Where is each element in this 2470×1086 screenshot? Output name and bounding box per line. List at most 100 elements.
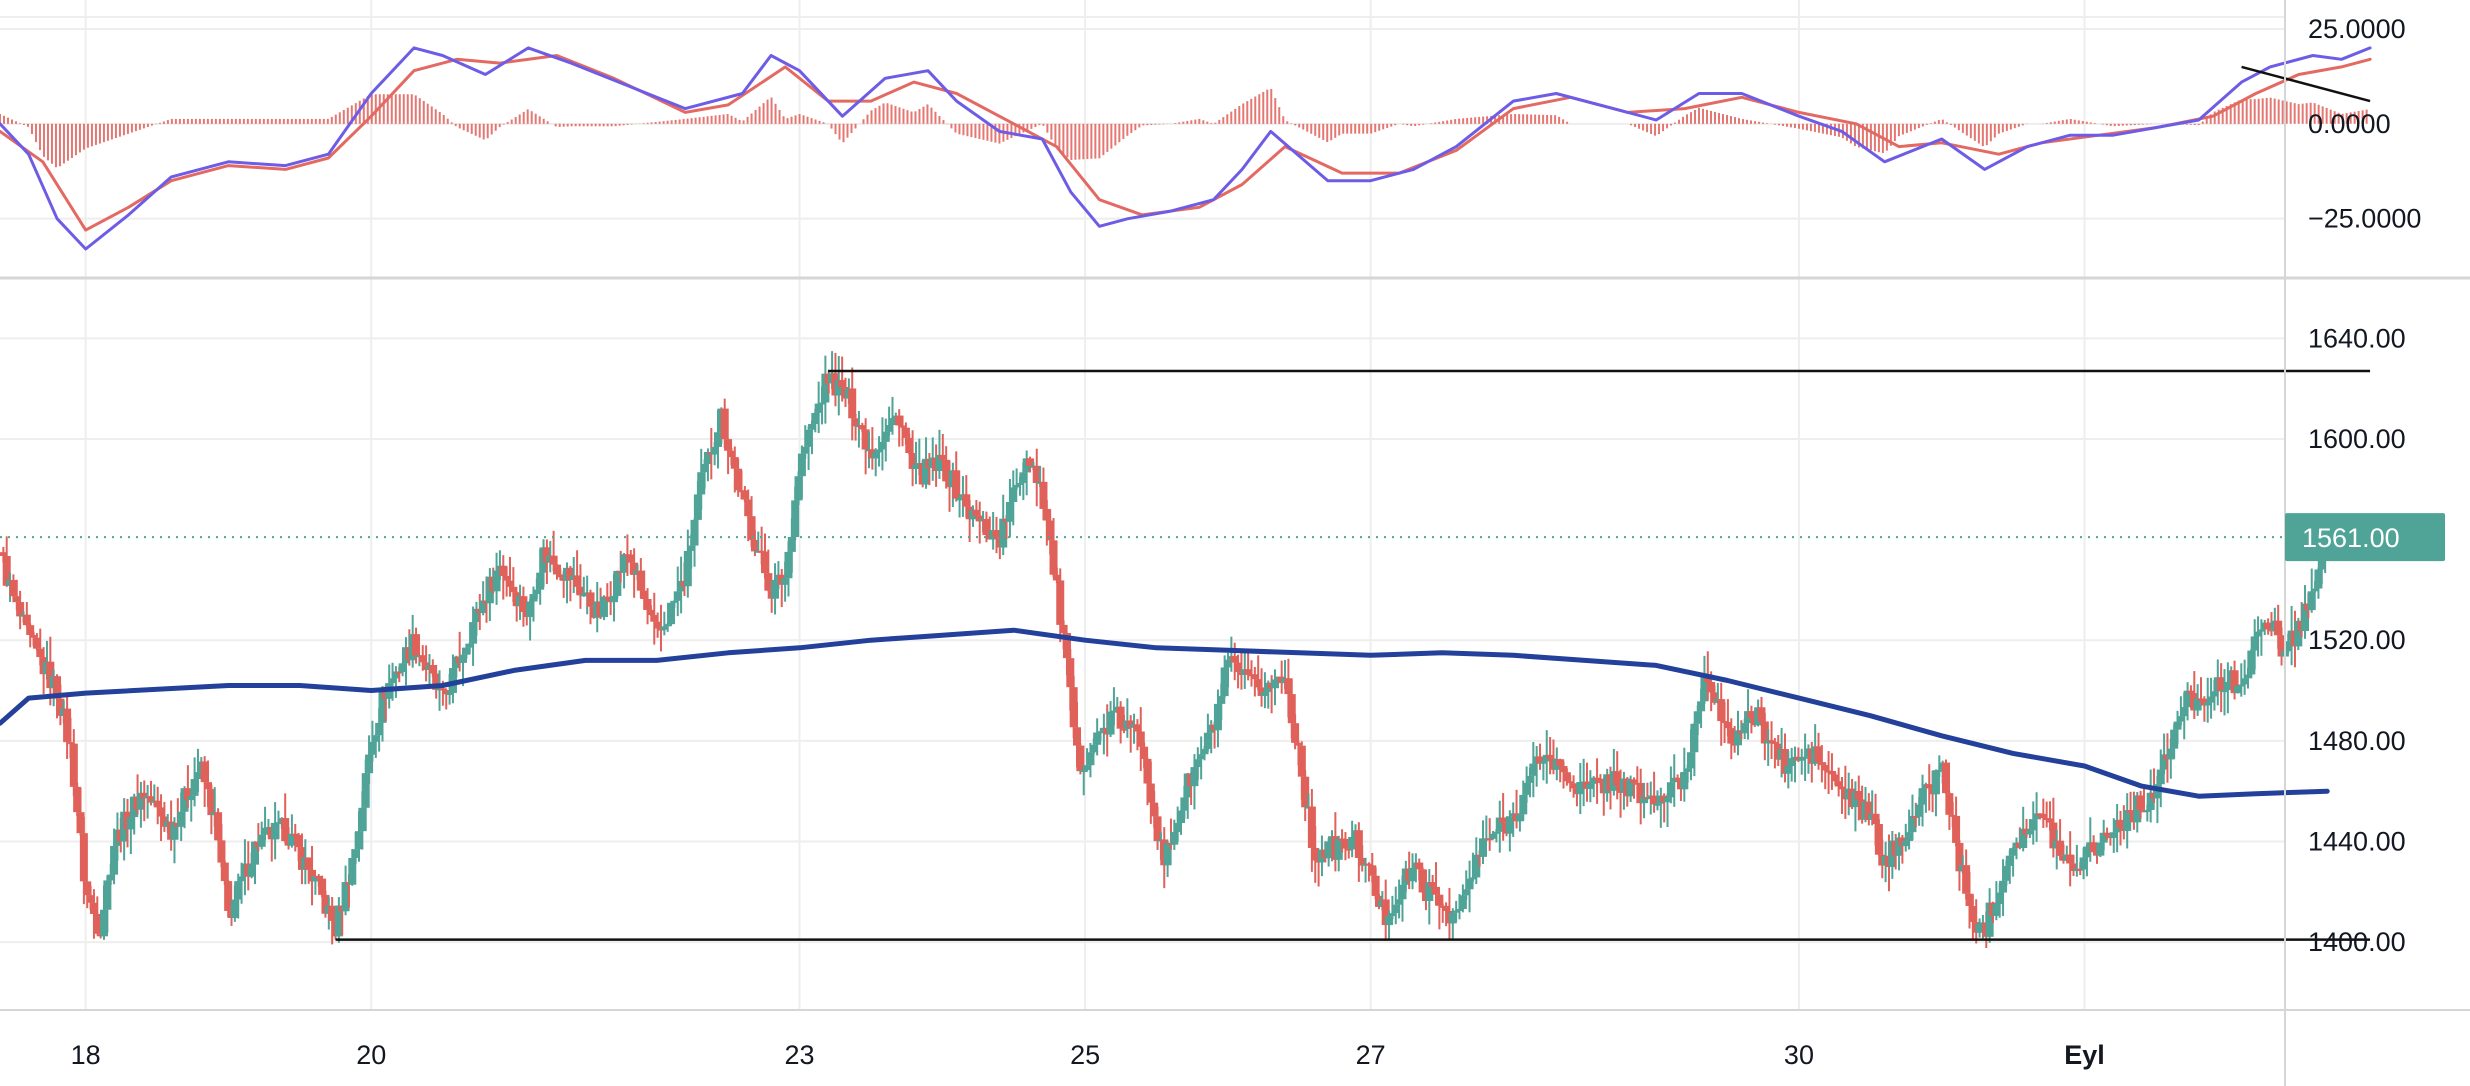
candle-body: [234, 881, 243, 900]
candle-body: [1260, 691, 1269, 696]
candle-body: [1230, 656, 1239, 663]
candle-body: [73, 786, 82, 813]
candle-body: [1539, 761, 1548, 764]
candle-body: [1499, 817, 1508, 823]
candle-body: [1200, 748, 1209, 755]
candle-body: [157, 807, 166, 817]
candle-body: [613, 570, 622, 596]
macd-trendline[interactable]: [2241, 65, 2371, 103]
candle-body: [12, 596, 21, 603]
candle-body: [2025, 830, 2034, 835]
candle-body: [1324, 841, 1333, 859]
candle-body: [982, 519, 991, 536]
candle-body: [821, 373, 830, 403]
candle-body: [1358, 857, 1367, 866]
candle-body: [281, 818, 290, 842]
candle-body: [1556, 759, 1565, 767]
candle-body: [794, 476, 803, 501]
candle-body: [834, 380, 843, 396]
candle-body: [1046, 520, 1055, 541]
candle-body: [1076, 745, 1085, 772]
candle-body: [942, 459, 951, 482]
macd-line: [0, 46, 2372, 251]
candle-body: [646, 609, 655, 616]
candle-body: [1999, 880, 2008, 893]
macd-y-tick-label: 0.0000: [2308, 109, 2391, 139]
candle-body: [1629, 779, 1638, 783]
candle-body: [1297, 745, 1306, 777]
candle-body: [1478, 838, 1487, 857]
candle-body: [86, 895, 95, 903]
candle-body: [992, 530, 1001, 539]
candle-body: [2200, 698, 2209, 706]
candle-body: [764, 573, 773, 591]
candle-body: [1905, 832, 1914, 841]
candle-body: [2314, 569, 2323, 589]
candle-body: [1163, 842, 1172, 866]
candle-body: [1254, 679, 1263, 688]
candle-body: [465, 643, 474, 648]
candle-body: [69, 743, 78, 787]
candle-body: [1109, 710, 1118, 713]
candle-body: [1173, 823, 1182, 832]
candle-body: [2247, 650, 2256, 675]
candle-body: [851, 418, 860, 427]
candle-body: [1995, 892, 2004, 904]
candle-body: [1663, 797, 1672, 803]
candle-body: [1193, 759, 1202, 768]
candle-body: [190, 779, 199, 796]
candle-body: [1442, 905, 1451, 911]
candle-body: [63, 708, 72, 743]
candle-body: [697, 472, 706, 495]
candle-body: [237, 876, 246, 882]
candle-body: [750, 539, 759, 552]
candle-body: [603, 596, 612, 599]
candle-body: [1740, 723, 1749, 734]
signal-line: [0, 54, 2372, 232]
candle-body: [2103, 832, 2112, 836]
price-panel[interactable]: [0, 351, 2371, 949]
candle-body: [599, 596, 608, 618]
candle-body: [838, 380, 847, 388]
candle-body: [620, 554, 629, 573]
candle-body: [710, 446, 719, 455]
macd-panel[interactable]: [0, 46, 2372, 251]
candle-body: [526, 601, 535, 617]
candle-body: [230, 899, 239, 918]
candle-body: [1827, 770, 1836, 775]
candle-body: [308, 869, 317, 882]
price-y-tick-label: 1520.00: [2308, 625, 2406, 655]
candle-body: [1432, 886, 1441, 895]
candle-body: [556, 574, 565, 578]
candle-body: [1666, 782, 1675, 798]
candle-body: [250, 841, 259, 865]
candle-body: [2264, 622, 2273, 630]
candle-body: [2294, 620, 2303, 647]
candle-body: [2009, 848, 2018, 856]
candle-body: [136, 792, 145, 810]
candle-body: [905, 437, 914, 454]
candle-body: [1653, 803, 1662, 806]
candle-body: [1448, 912, 1457, 924]
candle-body: [2203, 702, 2212, 706]
candle-body: [1874, 824, 1883, 855]
candle-body: [2307, 591, 2316, 611]
candle-body: [1049, 540, 1058, 575]
candle-body: [1458, 895, 1467, 909]
candle-body: [2176, 716, 2185, 722]
candle-body: [1073, 727, 1082, 746]
candle-body: [462, 647, 471, 655]
candle-body: [328, 905, 337, 921]
candle-body: [673, 591, 682, 601]
candle-body: [730, 457, 739, 469]
candle-body: [952, 470, 961, 499]
x-tick-label: 27: [1356, 1040, 1386, 1070]
candle-body: [1515, 814, 1524, 822]
candle-body: [2089, 842, 2098, 853]
price-y-tick-label: 1480.00: [2308, 726, 2406, 756]
candle-body: [2301, 603, 2310, 632]
candle-body: [938, 454, 947, 460]
candle-body: [2156, 769, 2165, 785]
